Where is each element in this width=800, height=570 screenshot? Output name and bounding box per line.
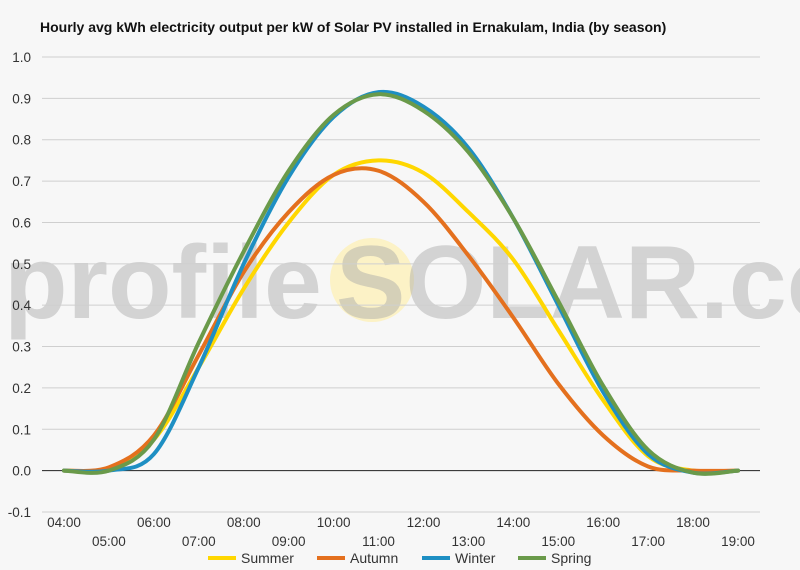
x-tick-label: 05:00 bbox=[92, 534, 126, 549]
y-tick-label: 0.2 bbox=[12, 381, 31, 396]
x-tick-label: 07:00 bbox=[182, 534, 216, 549]
y-tick-label: 0.5 bbox=[12, 257, 31, 272]
series-line-summer bbox=[62, 158, 740, 474]
y-tick-label: 1.0 bbox=[12, 50, 31, 65]
y-tick-label: 0.0 bbox=[12, 464, 31, 479]
y-tick-label: -0.1 bbox=[8, 505, 31, 520]
series-line-spring bbox=[62, 92, 740, 476]
x-tick-label: 10:00 bbox=[317, 515, 351, 530]
x-tick-label: 19:00 bbox=[721, 534, 755, 549]
chart-title: Hourly avg kWh electricity output per kW… bbox=[40, 19, 667, 35]
watermark-sun-icon bbox=[330, 238, 414, 322]
y-tick-label: 0.4 bbox=[12, 298, 31, 313]
y-axis-ticks: 1.0 0.9 0.8 0.7 0.6 0.5 0.4 0.3 0.2 0.1 0.0 -0.1 bbox=[8, 50, 32, 520]
legend-label-spring: Spring bbox=[551, 550, 591, 566]
x-tick-label: 11:00 bbox=[362, 534, 395, 549]
x-tick-label: 08:00 bbox=[227, 515, 261, 530]
y-tick-label: 0.9 bbox=[12, 91, 31, 106]
series-lines bbox=[62, 89, 740, 476]
x-tick-label: 09:00 bbox=[272, 534, 306, 549]
x-tick-label: 13:00 bbox=[452, 534, 486, 549]
legend: Summer Autumn Winter Spring bbox=[208, 550, 591, 566]
y-tick-label: 0.6 bbox=[12, 215, 31, 230]
x-tick-label: 12:00 bbox=[407, 515, 441, 530]
y-tick-label: 0.3 bbox=[12, 340, 31, 355]
x-axis-ticks: 04:00 05:00 06:00 07:00 08:00 09:00 10:00 11:00… bbox=[47, 515, 755, 549]
y-tick-label: 0.7 bbox=[12, 174, 31, 189]
x-tick-label: 04:00 bbox=[47, 515, 81, 530]
watermark: profile SOLAR.com bbox=[4, 225, 800, 341]
x-tick-label: 15:00 bbox=[541, 534, 575, 549]
legend-label-autumn: Autumn bbox=[350, 550, 398, 566]
x-tick-label: 16:00 bbox=[586, 515, 620, 530]
y-tick-label: 0.8 bbox=[12, 133, 31, 148]
legend-label-summer: Summer bbox=[241, 550, 294, 566]
legend-label-winter: Winter bbox=[455, 550, 496, 566]
series-line-winter bbox=[62, 89, 740, 476]
x-tick-label: 06:00 bbox=[137, 515, 171, 530]
y-tick-label: 0.1 bbox=[12, 422, 31, 437]
watermark-text-left: profile bbox=[4, 225, 322, 341]
x-tick-label: 17:00 bbox=[631, 534, 665, 549]
x-tick-label: 14:00 bbox=[496, 515, 530, 530]
x-tick-label: 18:00 bbox=[676, 515, 710, 530]
